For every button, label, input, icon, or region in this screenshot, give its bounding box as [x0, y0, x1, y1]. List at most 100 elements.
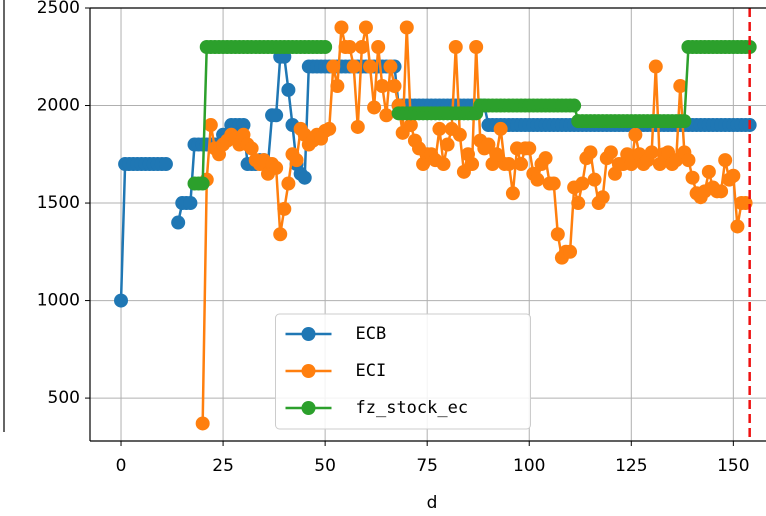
- point: [367, 100, 382, 115]
- point: [371, 40, 386, 55]
- ticks: 500 1000 1500 2000 2500 0 25 50 75 100 125 150: [37, 0, 750, 476]
- point: [236, 118, 251, 133]
- point: [114, 293, 129, 308]
- point: [195, 176, 210, 191]
- point: [399, 20, 414, 35]
- point: [489, 147, 504, 162]
- point: [203, 118, 218, 133]
- x-tick-label: 0: [116, 456, 127, 476]
- point: [469, 40, 484, 55]
- point: [505, 186, 520, 201]
- point: [685, 170, 700, 185]
- point: [718, 153, 733, 168]
- point: [567, 98, 582, 113]
- point: [673, 79, 688, 94]
- point: [269, 160, 284, 175]
- point: [501, 157, 516, 172]
- plot: [114, 8, 757, 441]
- point: [379, 108, 394, 123]
- x-axis-label: d: [427, 493, 438, 512]
- point: [195, 416, 210, 431]
- point: [522, 141, 537, 156]
- point: [334, 20, 349, 35]
- point: [681, 153, 696, 168]
- point: [183, 196, 198, 211]
- point: [383, 59, 398, 74]
- x-tick-label: 150: [717, 456, 749, 476]
- legend-marker: [301, 327, 316, 341]
- point: [346, 59, 361, 74]
- point: [350, 119, 365, 134]
- point: [587, 172, 602, 187]
- point: [481, 137, 496, 152]
- point: [289, 153, 304, 168]
- y-tick-label: 2500: [37, 0, 80, 18]
- y-tick-label: 1500: [37, 193, 80, 213]
- x-tick-label: 25: [212, 456, 234, 476]
- point: [538, 151, 553, 166]
- point: [436, 157, 451, 172]
- point: [595, 190, 610, 205]
- point: [277, 201, 292, 216]
- point: [714, 184, 729, 199]
- y-tick-label: 2000: [37, 96, 80, 116]
- point: [546, 176, 561, 191]
- legend-marker: [301, 364, 316, 378]
- point: [571, 196, 586, 211]
- point: [342, 40, 357, 55]
- point: [387, 79, 402, 94]
- frame: [89, 7, 766, 442]
- point: [158, 157, 173, 172]
- point: [493, 121, 508, 136]
- point: [624, 157, 639, 172]
- point: [403, 118, 418, 133]
- x-tick-label: 50: [314, 456, 336, 476]
- point: [530, 172, 545, 187]
- point: [354, 40, 369, 55]
- point: [701, 164, 716, 179]
- point: [375, 79, 390, 94]
- point: [583, 145, 598, 160]
- legend: ECB ECI fz_stock_ec: [275, 313, 531, 430]
- point: [628, 127, 643, 142]
- point: [742, 40, 757, 55]
- point: [448, 40, 463, 55]
- point: [281, 82, 296, 97]
- legend-box: [275, 313, 531, 430]
- x-tick-label: 100: [513, 456, 545, 476]
- point: [171, 215, 186, 230]
- point: [465, 157, 480, 172]
- point: [363, 59, 378, 74]
- legend-marker: [301, 401, 316, 415]
- x-tick-label: 125: [615, 456, 647, 476]
- point: [273, 227, 288, 242]
- point: [575, 176, 590, 191]
- point: [358, 20, 373, 35]
- point: [440, 137, 455, 152]
- point: [281, 176, 296, 191]
- point: [730, 219, 745, 234]
- x-tick-label: 75: [416, 456, 438, 476]
- point: [244, 141, 259, 156]
- point: [432, 121, 447, 136]
- point: [330, 79, 345, 94]
- point: [726, 168, 741, 183]
- point: [269, 108, 284, 123]
- point: [318, 40, 333, 55]
- point: [322, 121, 337, 136]
- legend-label: ECI: [356, 361, 387, 381]
- y-tick-label: 500: [48, 388, 80, 408]
- y-tick-label: 1000: [37, 291, 80, 311]
- legend-label: fz_stock_ec: [356, 398, 469, 418]
- point: [514, 157, 529, 172]
- point: [603, 145, 618, 160]
- point: [644, 145, 659, 160]
- point: [326, 59, 341, 74]
- point: [648, 59, 663, 74]
- point: [452, 127, 467, 142]
- point: [297, 170, 312, 185]
- point: [677, 114, 692, 129]
- point: [550, 227, 565, 242]
